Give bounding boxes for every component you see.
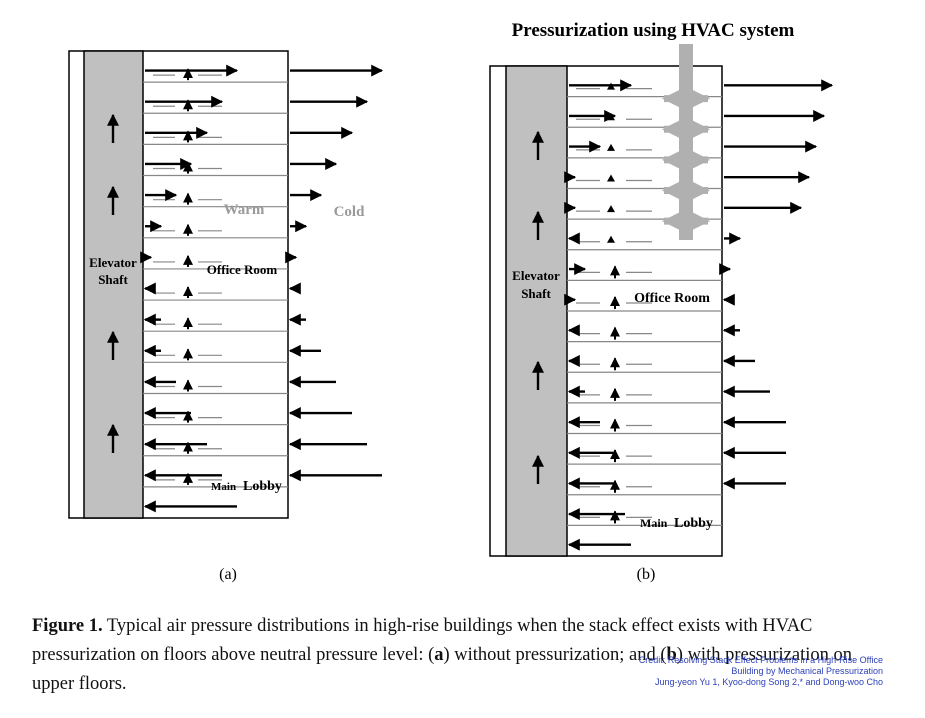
hvac-riser xyxy=(679,44,693,240)
office-updraft-arrows-b xyxy=(576,82,652,524)
shaft-label-a-line1: Elevator xyxy=(89,255,137,270)
elevator-shaft-b xyxy=(505,65,568,557)
caption-text-3: ) with pressurization on upper floors. xyxy=(32,645,852,694)
office-updraft-arrows-a xyxy=(153,68,222,485)
office-room-label-b: Office Room xyxy=(634,291,710,306)
small-updraft-triangle xyxy=(607,174,615,182)
caption-text-2: ) without pressurization; and ( xyxy=(443,645,667,665)
caption-bold-a: a xyxy=(434,645,444,665)
caption-bold-b: b xyxy=(666,645,677,665)
caption-figure-label: Figure 1. xyxy=(32,616,103,636)
shaft-label-b-line1: Elevator xyxy=(512,268,560,283)
main-lobby-label-a-small: Main xyxy=(211,481,236,493)
shaft-room-arrows-b xyxy=(564,79,633,551)
hvac-title: Pressurization using HVAC system xyxy=(512,20,795,41)
caption-text-1: Typical air pressure distributions in hi… xyxy=(32,616,813,665)
main-lobby-label-b-small: Main xyxy=(640,516,668,530)
shaft-room-arrows-a xyxy=(140,64,239,513)
shaft-label-b-line2: Shaft xyxy=(521,286,551,301)
credit-note: Credit: Resolving Stack Effect Problems … xyxy=(639,655,883,688)
exterior-arrows-b xyxy=(719,79,834,490)
panel-a: Elevator Shaft Office Room Warm Cold Mai… xyxy=(68,50,384,583)
exterior-arrows-a xyxy=(285,64,384,482)
panel-b: Pressurization using HVAC system Elevato… xyxy=(489,20,834,583)
panel-a-sublabel: (a) xyxy=(219,566,237,583)
credit-line-1: Credit: Resolving Stack Effect Problems … xyxy=(638,655,883,665)
main-lobby-label-b-big: Lobby xyxy=(674,516,713,531)
small-updraft-triangle xyxy=(607,205,615,213)
floor-lines-a xyxy=(143,81,288,488)
small-updraft-triangle xyxy=(607,235,615,243)
shaft-label-a-line2: Shaft xyxy=(98,272,128,287)
small-updraft-triangle xyxy=(607,143,615,151)
figure-diagram: Elevator Shaft Office Room Warm Cold Mai… xyxy=(68,20,834,583)
cold-label: Cold xyxy=(334,204,366,220)
warm-label: Warm xyxy=(224,202,265,218)
office-room-label-a: Office Room xyxy=(207,262,278,277)
credit-line-2: Building by Mechanical Pressurization xyxy=(731,666,883,676)
figure-caption: Figure 1. Typical air pressure distribut… xyxy=(32,612,892,699)
hvac-duct-system xyxy=(661,44,711,240)
panel-b-sublabel: (b) xyxy=(637,566,656,583)
credit-line-3: Jung-yeon Yu 1, Kyoo-dong Song 2,* and D… xyxy=(655,677,883,687)
main-lobby-label-a-big: Lobby xyxy=(243,479,282,494)
